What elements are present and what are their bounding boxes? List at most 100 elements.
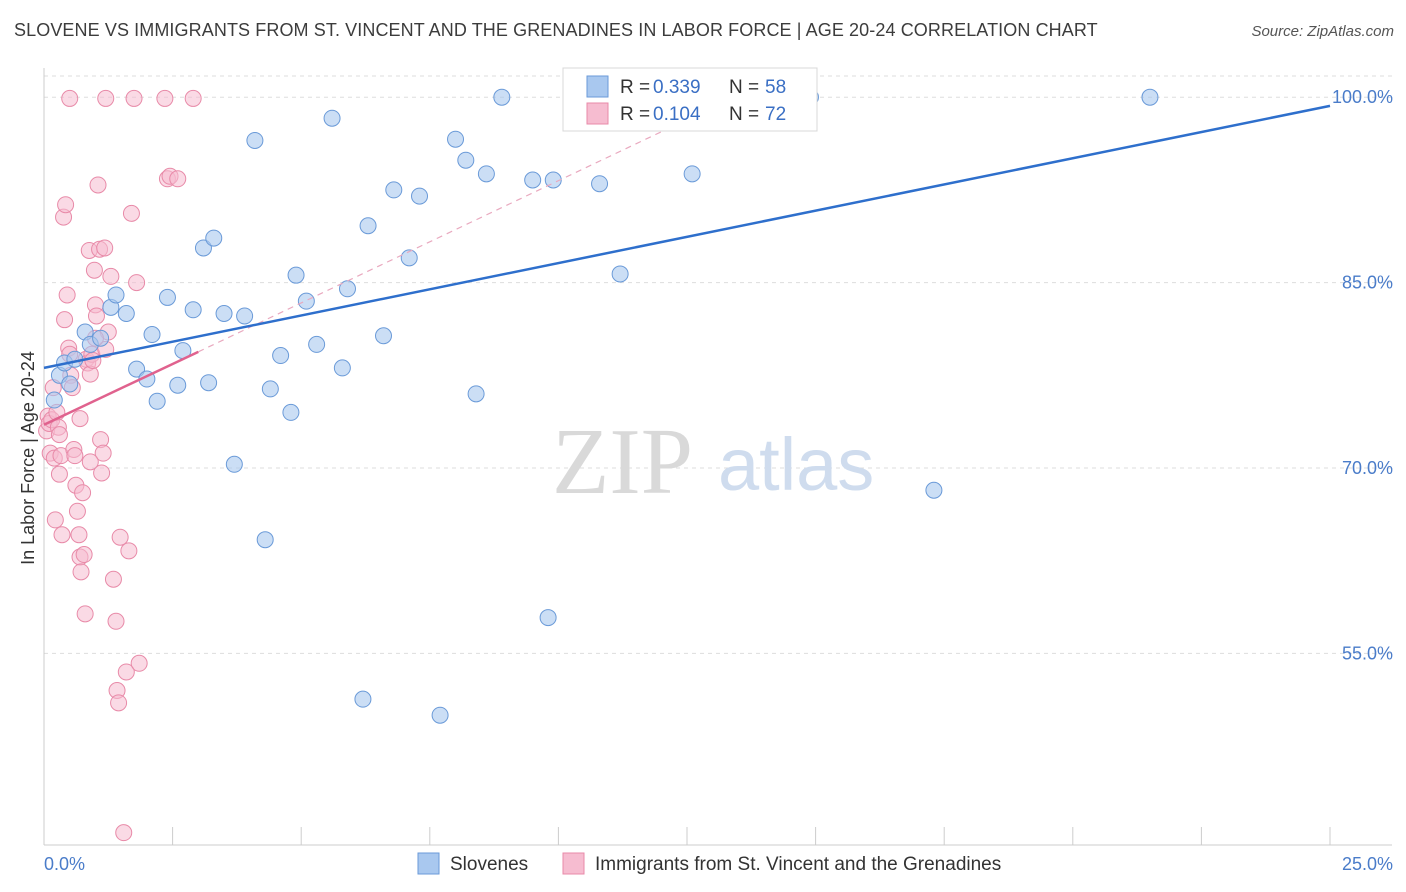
legend-swatch-blue [586, 75, 609, 98]
pink-trend-line [43, 350, 199, 426]
pink-point [71, 410, 89, 428]
bottom-legend-swatch-blue [417, 852, 440, 875]
pink-point [56, 311, 74, 329]
pink-point [184, 89, 202, 107]
blue-point [272, 347, 290, 365]
pink-point [128, 274, 146, 292]
pink-point [76, 605, 94, 623]
pink-point [50, 426, 68, 444]
watermark: ZIP atlas [552, 410, 874, 514]
pink-point [53, 526, 71, 544]
pink-point [74, 484, 92, 502]
blue-point [256, 531, 274, 549]
blue-point [385, 181, 403, 199]
tick-labels: 55.0% 70.0% 85.0% 100.0% 0.0% 25.0% [44, 87, 1393, 874]
pink-trend-extension [198, 131, 662, 353]
blue-point [246, 131, 264, 149]
series-pink-points [38, 89, 202, 842]
pink-point [130, 654, 148, 672]
blue-point [215, 305, 233, 323]
blue-point [282, 403, 300, 421]
pink-point [70, 526, 88, 544]
blue-point [411, 187, 429, 205]
blue-trend-line [43, 104, 1331, 370]
blue-point [158, 288, 176, 306]
pink-point [89, 176, 107, 194]
pink-point [85, 261, 103, 279]
legend-r-label: R = [620, 77, 650, 98]
y-tick-label: 100.0% [1332, 87, 1393, 107]
blue-point [611, 265, 629, 283]
watermark-zip: ZIP [552, 410, 693, 514]
blue-point [333, 359, 351, 377]
blue-point [45, 391, 63, 409]
blue-point [143, 326, 161, 344]
y-tick-label: 70.0% [1342, 458, 1393, 478]
blue-point [477, 165, 495, 183]
pink-point [125, 89, 143, 107]
bottom-legend-immigrants: Immigrants from St. Vincent and the Gren… [595, 854, 1001, 875]
legend-n-value: 58 [765, 77, 786, 98]
blue-point [539, 609, 557, 627]
series-blue-points [45, 88, 1159, 724]
pink-point [58, 286, 76, 304]
blue-point [92, 329, 110, 347]
legend-n-label: N = [729, 77, 759, 98]
blue-point [308, 335, 326, 353]
blue-point [236, 307, 254, 325]
y-tick-label: 85.0% [1342, 273, 1393, 293]
x-tick-label: 25.0% [1342, 854, 1393, 874]
pink-point [111, 528, 129, 546]
pink-point [104, 570, 122, 588]
pink-point [96, 239, 114, 257]
pink-point [81, 453, 99, 471]
blue-point [225, 455, 243, 473]
blue-point [1141, 88, 1159, 106]
pink-point [61, 89, 79, 107]
blue-point [194, 239, 212, 257]
blue-point [591, 175, 609, 193]
blue-point [169, 376, 187, 394]
pink-point [68, 502, 86, 520]
blue-point [467, 385, 485, 403]
blue-point [287, 266, 305, 284]
pink-point [94, 444, 112, 462]
legend-r-value: 0.339 [653, 77, 701, 98]
blue-point [683, 165, 701, 183]
blue-point [297, 292, 315, 310]
y-axis-label: In Labor Force | Age 20-24 [18, 351, 38, 565]
pink-point [46, 511, 64, 529]
pink-point [107, 612, 125, 630]
blue-point [524, 171, 542, 189]
x-tick-label: 0.0% [44, 854, 85, 874]
blue-point [61, 375, 79, 393]
blue-point [544, 171, 562, 189]
legend-swatch-pink [586, 102, 609, 125]
blue-point [107, 286, 125, 304]
legend-r-label: R = [620, 104, 650, 125]
blue-point [200, 374, 218, 392]
blue-point [431, 706, 449, 724]
blue-point [323, 109, 341, 127]
pink-point [122, 204, 140, 222]
blue-point [128, 360, 146, 378]
pink-point [156, 89, 174, 107]
pink-point [115, 824, 133, 842]
legend-n-label: N = [729, 104, 759, 125]
y-tick-label: 55.0% [1342, 643, 1393, 663]
legend-box: R = 0.339 N = 58 R = 0.104 N = 72 [562, 67, 818, 132]
bottom-legend: Slovenes Immigrants from St. Vincent and… [417, 852, 1001, 875]
blue-point [117, 305, 135, 323]
blue-point [148, 392, 166, 410]
blue-point [493, 88, 511, 106]
pink-point [169, 170, 187, 188]
pink-point [50, 465, 68, 483]
trend-lines [43, 104, 1331, 426]
bottom-legend-swatch-pink [562, 852, 585, 875]
pink-point [117, 663, 135, 681]
pink-point [120, 542, 138, 560]
source-label: Source: ZipAtlas.com [1251, 23, 1394, 40]
legend-r-value: 0.104 [653, 104, 701, 125]
blue-point [447, 130, 465, 148]
